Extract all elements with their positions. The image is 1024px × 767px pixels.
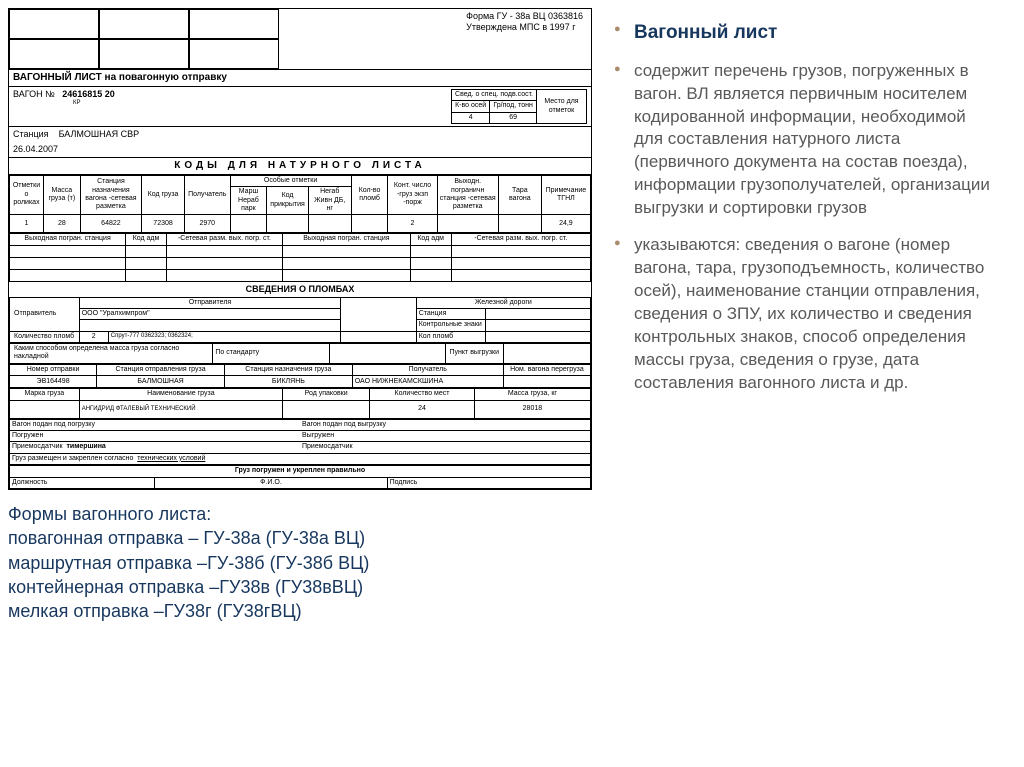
forms-l2: маршрутная отправка –ГУ-38б (ГУ-38б ВЦ) (8, 551, 592, 575)
wagon-sub: КР (13, 100, 115, 107)
wagon-list-document: Форма ГУ - 38а ВЦ 0363816 Утверждена МПС… (8, 8, 592, 490)
grpod-label: Гр/под, тонн (490, 101, 537, 112)
forms-l3: контейнерная отправка –ГУ38в (ГУ38вВЦ) (8, 575, 592, 599)
codes-title: КОДЫ ДЛЯ НАТУРНОГО ЛИСТА (9, 157, 591, 175)
forms-title: Формы вагонного листа: (8, 502, 592, 526)
codes-table: Отметки о роликах Масса груза (т) Станци… (9, 175, 591, 234)
wagon-number: 24616815 20 (62, 89, 115, 99)
kvo-osei: 4 (452, 112, 490, 123)
mesto-label: Место для отметок (537, 90, 587, 124)
forms-l1: повагонная отправка – ГУ-38а (ГУ-38а ВЦ) (8, 526, 592, 550)
forms-l4: мелкая отправка –ГУ38г (ГУ38гВЦ) (8, 599, 592, 623)
plomb-title: СВЕДЕНИЯ О ПЛОМБАХ (9, 282, 591, 297)
description-panel: Вагонный лист содержит перечень грузов, … (600, 0, 1024, 767)
sved-title: Свед. о спец. подв.сост. (452, 90, 537, 101)
kvo-osei-label: К-во осей (452, 101, 490, 112)
doc-title: ВАГОННЫЙ ЛИСТ на повагонную отправку (9, 69, 591, 87)
grpod: 69 (490, 112, 537, 123)
form-approved: Утверждена МПС в 1997 г (466, 22, 583, 33)
wagon-label: ВАГОН № (13, 89, 55, 99)
desc-title: Вагонный лист (610, 20, 994, 46)
form-code: Форма ГУ - 38а ВЦ 0363816 (466, 11, 583, 22)
station-label: Станция (13, 129, 49, 139)
desc-para-2: указываются: сведения о вагоне (номер ва… (610, 234, 994, 395)
doc-date: 26.04.2007 (9, 142, 591, 157)
desc-para-1: содержит перечень грузов, погруженных в … (610, 60, 994, 221)
forms-list: Формы вагонного листа: повагонная отправ… (8, 502, 592, 623)
station-name: БАЛМОШНАЯ СВР (59, 129, 140, 139)
